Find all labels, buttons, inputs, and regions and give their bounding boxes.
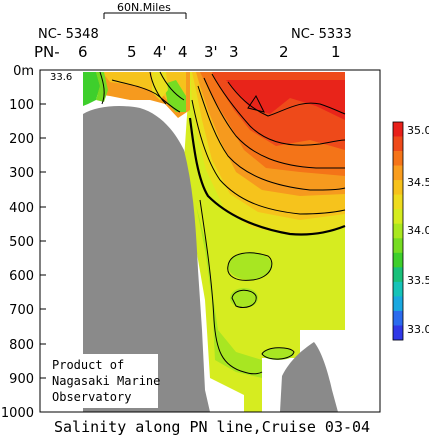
field-green-blob-3 (262, 348, 294, 360)
left-endpoint-label: NC- 5348 (38, 27, 99, 42)
colorbar-labels: 35.0 34.5 34.0 33.5 33.0 (407, 124, 429, 336)
colorbar-swatch (393, 325, 403, 341)
contour-west-4 (159, 71, 185, 101)
colorbar-tick-label: 33.0 (407, 323, 429, 336)
station-label-2: 2 (279, 43, 289, 61)
station-label-3-prime: 3' (204, 43, 218, 61)
y-tick-label: 500 (9, 235, 34, 250)
colorbar-swatch (393, 180, 403, 195)
station-label-4-prime: 4' (153, 43, 167, 61)
field-red (226, 80, 345, 120)
contour-lines (99, 71, 346, 375)
scale-bar: 60N.Miles (103, 1, 187, 19)
y-tick-label: 800 (9, 338, 34, 353)
y-axis (40, 69, 46, 413)
contour-34-4 (191, 99, 346, 215)
contour-34-6 (197, 85, 346, 191)
colorbar (392, 121, 404, 341)
line-prefix-label: PN- (34, 43, 60, 61)
chart-title: Salinity along PN line,Cruise 03-04 (54, 418, 370, 436)
colorbar-swatch (393, 151, 403, 166)
colorbar-swatch (393, 310, 403, 326)
y-tick-label: 0m (13, 64, 34, 79)
field-west-lightgreen (96, 72, 108, 102)
y-axis-labels: 0m 100 200 300 400 500 600 700 800 900 1… (1, 64, 34, 421)
y-tick-label: 900 (9, 372, 34, 387)
right-endpoint-label: NC- 5333 (291, 27, 352, 42)
contour-west-1 (99, 71, 105, 105)
contour-west-2 (111, 79, 181, 113)
y-tick-label: 400 (9, 201, 34, 216)
station-label-1: 1 (331, 43, 341, 61)
y-tick-label: 700 (9, 303, 34, 318)
contour-34-9 (227, 81, 346, 117)
seabed-ridge (280, 342, 338, 412)
colorbar-frame (392, 121, 404, 341)
colorbar-tick-label: 34.5 (407, 176, 429, 189)
colorbar-swatch (393, 165, 403, 181)
y-tick-label: 1000 (1, 406, 34, 421)
colorbar-swatch (393, 136, 403, 152)
scale-bar-label: 60N.Miles (117, 1, 171, 14)
colorbar-tick-label: 33.5 (407, 274, 429, 287)
contour-34-8 (211, 73, 346, 146)
field-light-green (196, 205, 262, 378)
station-label-4: 4 (178, 43, 188, 61)
credit-line-1: Product of (52, 358, 124, 372)
colorbar-swatch (393, 252, 403, 268)
contour-34-5 (188, 117, 346, 236)
station-label-5: 5 (127, 43, 137, 61)
contour-blob-1 (227, 252, 273, 281)
colorbar-tick-label: 35.0 (407, 124, 429, 137)
y-tick-label: 600 (9, 269, 34, 284)
station-label-6: 6 (78, 43, 88, 61)
colorbar-swatch (393, 223, 403, 239)
credit-line-2: Nagasaki Marine (52, 374, 160, 388)
colorbar-swatch (393, 296, 403, 312)
y-tick-label: 200 (9, 132, 34, 147)
field-west-green (83, 72, 100, 106)
y-tick-label: 300 (9, 166, 34, 181)
colorbar-swatch (393, 122, 403, 137)
field-green-blob-1 (228, 252, 272, 280)
credit-box-background (46, 354, 158, 408)
contour-west-3 (149, 71, 167, 105)
station-label-3: 3 (229, 43, 239, 61)
seabed (83, 106, 338, 412)
contour-34-2 (199, 199, 263, 375)
seabed-continental-slope (83, 106, 210, 412)
credit-line-3: Observatory (52, 390, 131, 404)
colorbar-swatch (393, 281, 403, 297)
salinity-field (83, 72, 345, 412)
colorbar-swatch (393, 194, 403, 210)
colorbar-swatch (393, 267, 403, 283)
colorbar-swatch (393, 238, 403, 254)
y-tick-label: 100 (9, 98, 34, 113)
field-green-blob-2 (230, 288, 258, 308)
contour-34-7 (203, 77, 345, 169)
colorbar-swatch (393, 209, 403, 225)
colorbar-tick-label: 34.0 (407, 224, 429, 237)
surface-value-label: 33.6 (50, 72, 72, 83)
contour-blob-2 (231, 289, 257, 309)
contour-35-0-core (247, 95, 265, 113)
contour-blob-3 (261, 347, 295, 360)
field-west-shelf-green (164, 80, 186, 112)
credit-box: Product of Nagasaki Marine Observatory (46, 354, 160, 408)
